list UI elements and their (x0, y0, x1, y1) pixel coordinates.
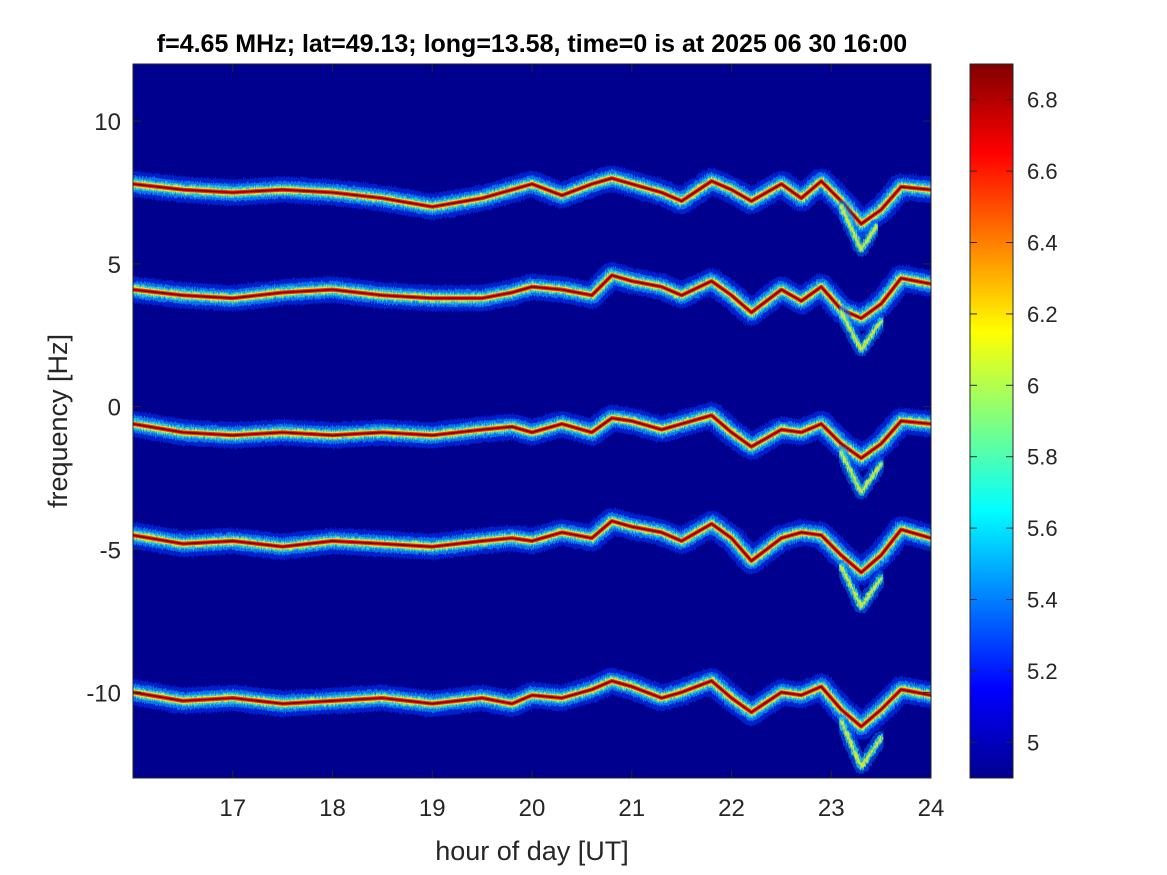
trace-branch (839, 450, 883, 494)
y-tick-label: 10 (94, 109, 121, 136)
colorbar-tick-label: 6.4 (1027, 231, 1058, 256)
colorbar-tick-label: 5.2 (1027, 659, 1058, 684)
y-tick-label: -5 (100, 538, 121, 565)
colorbar (969, 63, 1014, 779)
x-tick-label: 22 (718, 795, 745, 822)
x-tick-label: 19 (419, 795, 446, 822)
colorbar-tick-label: 5.8 (1027, 445, 1058, 470)
x-axis: 17 18 19 20 21 22 23 24 (219, 64, 944, 822)
y-tick-label: 0 (108, 395, 121, 422)
chart-title: f=4.65 MHz; lat=49.13; long=13.58, time=… (157, 30, 907, 58)
trace-band (133, 667, 931, 774)
spectral-traces (133, 165, 931, 774)
x-tick-label: 18 (319, 795, 346, 822)
trace-branch (839, 205, 878, 252)
colorbar-tick-label: 5.6 (1027, 516, 1058, 541)
trace-line (133, 414, 931, 459)
trace-line (133, 520, 931, 574)
x-axis-label: hour of day [UT] (435, 836, 629, 866)
x-tick-label: 20 (519, 795, 546, 822)
colorbar-tick-label: 5.4 (1027, 588, 1058, 613)
colorbar-tick-label: 6.8 (1027, 88, 1058, 113)
y-axis: 10 5 0 -5 -10 (86, 109, 931, 707)
colorbar-tick-label: 6.6 (1027, 159, 1058, 184)
trace-band (133, 262, 931, 357)
trace-branch (839, 565, 883, 609)
x-tick-label: 24 (918, 795, 945, 822)
trace-branch (839, 311, 883, 352)
y-axis-label: frequency [Hz] (43, 334, 73, 508)
y-tick-label: 5 (108, 252, 121, 279)
trace-branch (839, 719, 883, 769)
colorbar-tick-label: 6 (1027, 373, 1039, 398)
y-tick-label: -10 (86, 680, 121, 707)
trace-line (133, 274, 931, 320)
x-tick-label: 17 (219, 795, 246, 822)
trace-band (133, 402, 931, 500)
x-tick-label: 21 (618, 795, 645, 822)
trace-line (133, 177, 931, 225)
trace-band (133, 165, 931, 257)
colorbar-tick-label: 6.2 (1027, 302, 1058, 327)
trace-band (133, 508, 931, 614)
colorbar-ticks: 6.8 6.6 6.4 6.2 6 5.8 5.6 5.4 5.2 5 (970, 88, 1058, 755)
colorbar-tick-label: 5 (1027, 730, 1039, 755)
x-tick-label: 23 (818, 795, 845, 822)
trace-line (133, 680, 931, 728)
